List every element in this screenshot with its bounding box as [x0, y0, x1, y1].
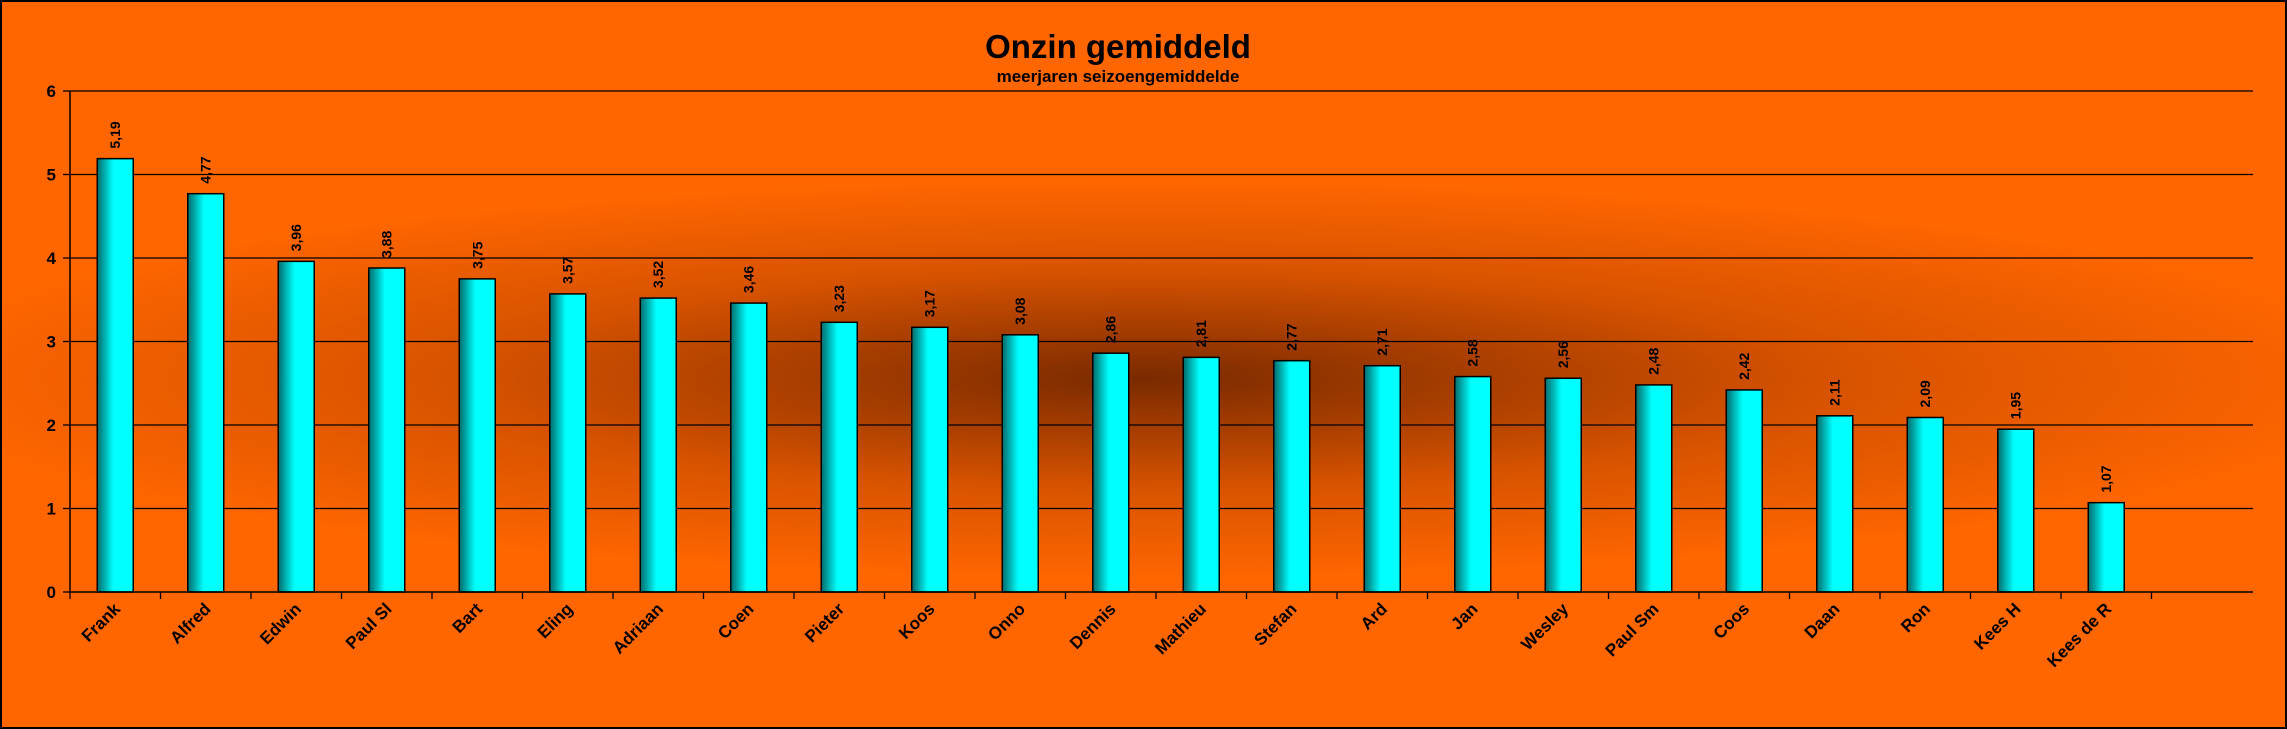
y-tick-label: 3	[47, 333, 56, 352]
bar	[1816, 415, 1854, 593]
y-tick-label: 2	[47, 416, 56, 435]
bar	[1273, 359, 1311, 593]
bar	[1544, 377, 1582, 593]
bar	[1001, 334, 1039, 593]
bar	[1906, 416, 1944, 593]
data-label: 5,19	[107, 121, 123, 148]
data-label: 2,56	[1555, 341, 1571, 368]
bar	[187, 192, 225, 593]
bar	[96, 157, 134, 593]
bar	[820, 321, 858, 593]
bar	[1363, 364, 1401, 593]
data-label: 3,23	[831, 285, 847, 312]
bar	[1182, 356, 1220, 593]
chart-title: Onzin gemiddeld	[985, 28, 1251, 65]
gridlines	[70, 90, 2253, 510]
y-tick-label: 6	[47, 82, 56, 101]
chart-subtitle: meerjaren seizoengemiddelde	[997, 67, 1240, 86]
bar	[1092, 352, 1130, 593]
bars	[96, 157, 2125, 593]
bar	[911, 326, 949, 593]
y-tick-label: 4	[47, 249, 57, 268]
data-label: 2,71	[1374, 328, 1390, 355]
data-label: 2,81	[1193, 320, 1209, 347]
data-label: 3,08	[1012, 297, 1028, 324]
bar	[458, 278, 496, 593]
bar	[730, 302, 768, 593]
data-label: 3,75	[469, 241, 485, 268]
axes	[63, 90, 2253, 599]
data-label: 1,95	[2008, 392, 2024, 419]
bar	[2087, 501, 2125, 593]
y-tick-label: 5	[47, 166, 56, 185]
data-label: 2,42	[1736, 352, 1752, 379]
data-label: 2,48	[1646, 347, 1662, 374]
data-label: 2,11	[1827, 379, 1843, 406]
bar	[1635, 384, 1673, 593]
bar	[368, 267, 406, 593]
y-tick-label: 1	[47, 500, 56, 519]
bar	[639, 297, 677, 593]
data-label: 2,09	[1917, 380, 1933, 407]
data-label: 2,58	[1465, 339, 1481, 366]
y-tick-label: 0	[47, 583, 56, 602]
data-label: 4,77	[198, 156, 214, 183]
data-label: 3,52	[650, 261, 666, 288]
data-label: 3,17	[922, 290, 938, 317]
data-label: 3,57	[560, 256, 576, 283]
data-label: 3,96	[288, 224, 304, 251]
data-label: 3,88	[379, 231, 395, 258]
bar	[1997, 428, 2035, 593]
bar	[1454, 375, 1492, 593]
data-label: 1,07	[2098, 465, 2114, 492]
data-label: 2,77	[1284, 323, 1300, 350]
bar	[277, 260, 315, 593]
bar	[1725, 389, 1763, 593]
bar	[549, 293, 587, 593]
data-label: 3,46	[741, 266, 757, 293]
data-label: 2,86	[1103, 316, 1119, 343]
